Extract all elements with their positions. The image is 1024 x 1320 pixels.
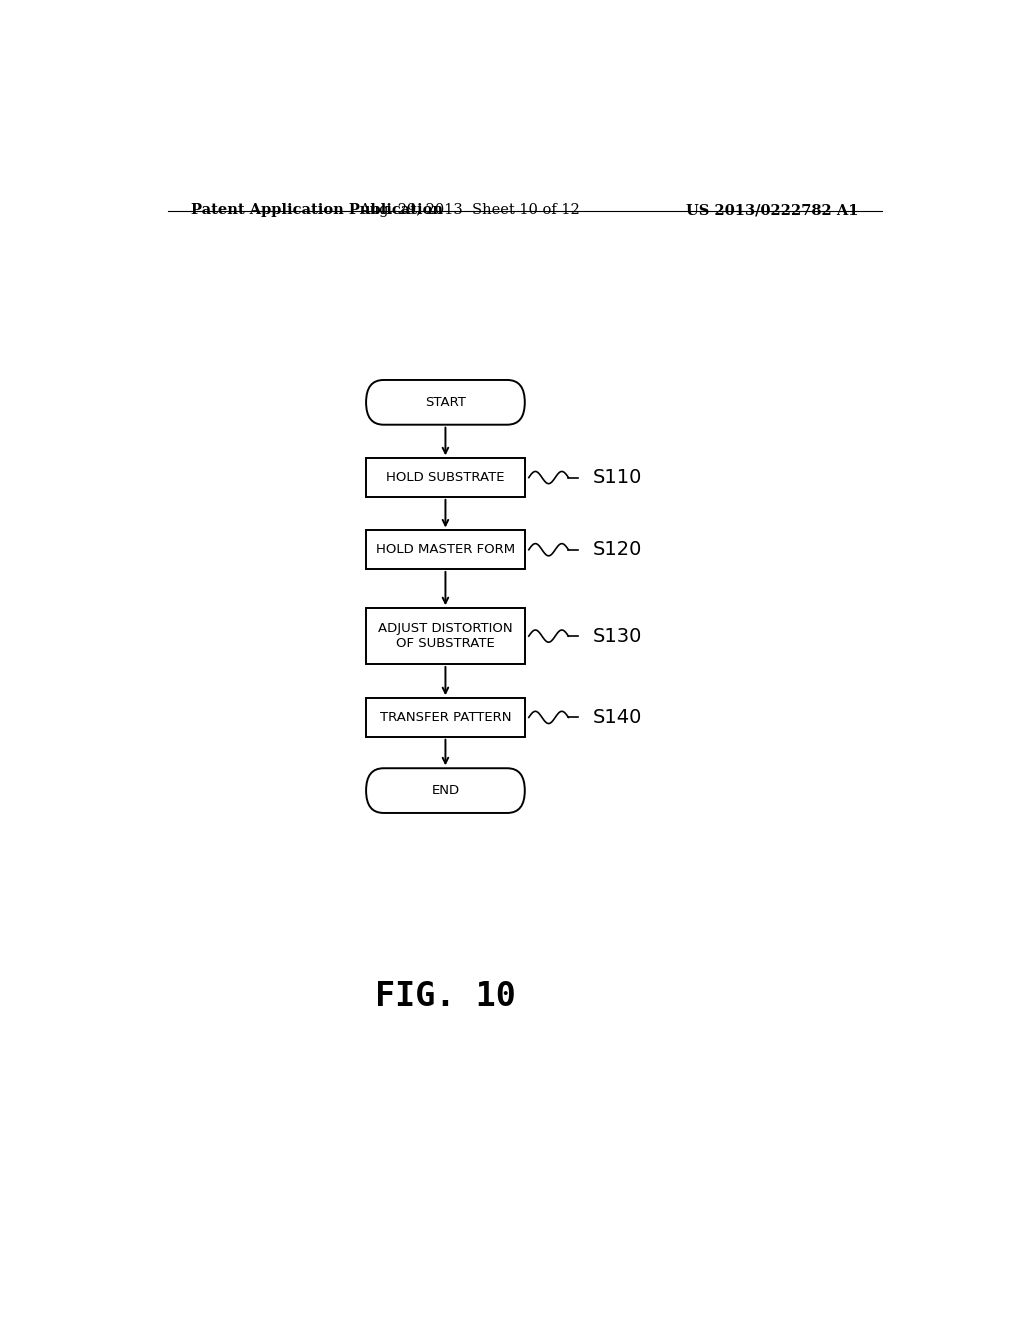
Text: S120: S120 — [592, 540, 642, 560]
Text: US 2013/0222782 A1: US 2013/0222782 A1 — [686, 203, 858, 216]
Bar — [367, 531, 524, 569]
Text: FIG. 10: FIG. 10 — [375, 981, 516, 1014]
Text: START: START — [425, 396, 466, 409]
FancyBboxPatch shape — [367, 768, 524, 813]
FancyBboxPatch shape — [367, 380, 524, 425]
Text: S110: S110 — [592, 469, 642, 487]
Text: TRANSFER PATTERN: TRANSFER PATTERN — [380, 711, 511, 723]
Text: Aug. 29, 2013  Sheet 10 of 12: Aug. 29, 2013 Sheet 10 of 12 — [358, 203, 580, 216]
Bar — [367, 458, 524, 496]
Text: END: END — [431, 784, 460, 797]
Text: ADJUST DISTORTION
OF SUBSTRATE: ADJUST DISTORTION OF SUBSTRATE — [378, 622, 513, 651]
Text: S130: S130 — [592, 627, 642, 645]
Text: S140: S140 — [592, 708, 642, 727]
Text: HOLD SUBSTRATE: HOLD SUBSTRATE — [386, 471, 505, 484]
Text: HOLD MASTER FORM: HOLD MASTER FORM — [376, 544, 515, 556]
Text: Patent Application Publication: Patent Application Publication — [191, 203, 443, 216]
Bar — [367, 698, 524, 737]
Bar — [367, 609, 524, 664]
